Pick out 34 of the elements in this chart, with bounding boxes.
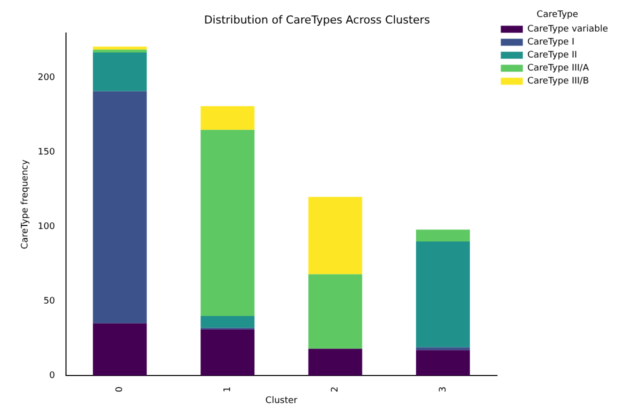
bar [416,230,470,242]
legend-label: CareType variable [527,24,608,35]
bar [308,196,362,274]
x-tick-label: 1 [222,386,233,392]
legend-label: CareType I [527,38,574,48]
legend-label: CareType III/B [527,76,589,87]
x-axis-title: Cluster [265,396,298,406]
bar [416,350,470,376]
y-tick-label: 100 [38,222,56,232]
x-tick-label: 2 [330,386,341,392]
bar [416,347,470,350]
bar [92,50,147,53]
y-tick-label: 200 [38,73,56,84]
bar [92,91,147,324]
x-tick-label: 3 [438,386,448,392]
bar [200,130,254,316]
chart-title: Distribution of CareTypes Across Clusters [204,13,430,26]
y-tick-label: 50 [44,296,56,306]
y-tick-label: 150 [38,148,56,158]
y-axis-title: CareType frequency [20,158,31,250]
bar [308,348,362,376]
bar [416,242,470,348]
x-tick-label: 0 [115,386,126,392]
bar [200,106,254,130]
bar [200,329,254,376]
legend-label: CareType III/A [527,64,590,74]
bar [92,46,147,50]
legend-title: CareType [536,10,579,20]
legend-label: CareType II [527,50,578,61]
bar [308,274,362,349]
bar [92,52,147,92]
y-tick-label: 0 [49,370,56,381]
bar [200,316,254,328]
bar [92,323,147,376]
